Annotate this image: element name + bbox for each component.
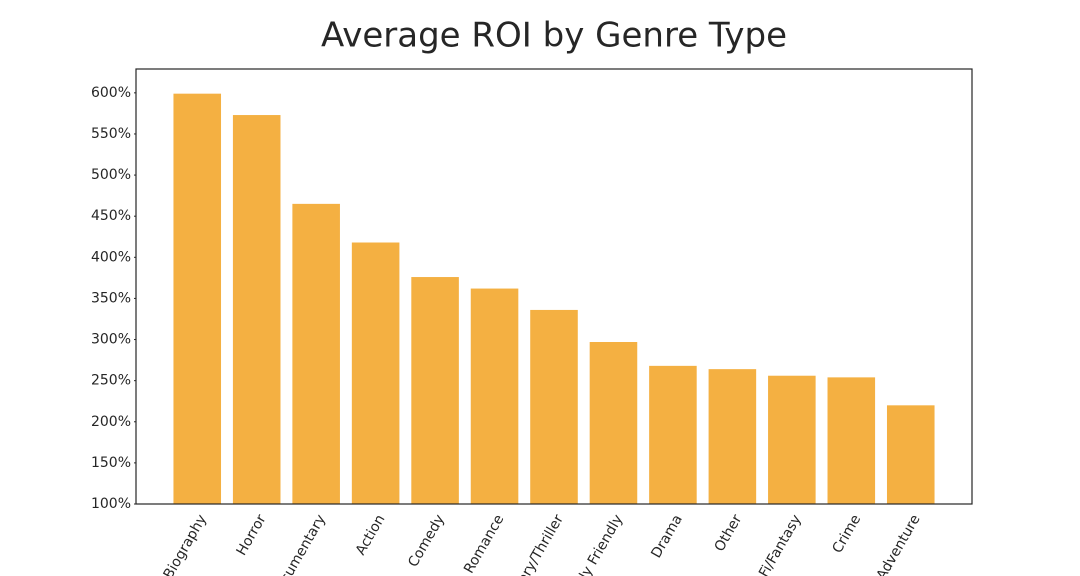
bar xyxy=(768,375,816,504)
x-tick-label: Family Friendly xyxy=(560,512,626,576)
y-tick-label: 550% xyxy=(91,126,131,142)
bar xyxy=(827,377,876,504)
bar xyxy=(886,405,935,504)
y-tick-label: 600% xyxy=(91,85,131,101)
x-tick-label: Action xyxy=(353,512,389,558)
y-tick-label: 500% xyxy=(91,167,131,183)
bar xyxy=(411,277,459,504)
x-tick-label: Drama xyxy=(648,512,686,561)
x-tick-label: Documentary xyxy=(268,512,329,576)
bar xyxy=(708,369,757,504)
bar xyxy=(292,203,340,505)
y-tick-label: 450% xyxy=(91,208,131,224)
plot-frame xyxy=(135,68,973,505)
bar xyxy=(470,288,519,504)
x-tick-label: Other xyxy=(712,512,746,555)
bar xyxy=(351,242,400,504)
x-tick-label: Mystery/Thriller xyxy=(498,512,567,576)
y-tick-label: 400% xyxy=(91,249,131,265)
x-tick-label: Crime xyxy=(830,512,865,556)
y-tick-label: 150% xyxy=(91,455,131,471)
y-tick-label: 100% xyxy=(91,496,131,512)
bar xyxy=(232,115,281,505)
bar xyxy=(589,342,638,504)
y-tick-label: 250% xyxy=(91,373,131,389)
y-tick-label: 300% xyxy=(91,332,131,348)
bar xyxy=(649,365,697,504)
bar xyxy=(530,309,578,504)
y-tick-label: 200% xyxy=(91,414,131,430)
x-tick-label: Comedy xyxy=(405,512,448,570)
x-tick-label: Romance xyxy=(461,512,507,576)
y-tick-label: 350% xyxy=(91,290,131,306)
x-tick-label: Horror xyxy=(234,512,270,559)
bar xyxy=(173,93,222,504)
chart-title: Average ROI by Genre Type xyxy=(321,16,787,56)
x-tick-label: Biography xyxy=(161,512,211,576)
x-tick-label: Adventure xyxy=(874,512,924,576)
x-tick-label: Sci-Fi/Fantasy xyxy=(743,512,804,576)
